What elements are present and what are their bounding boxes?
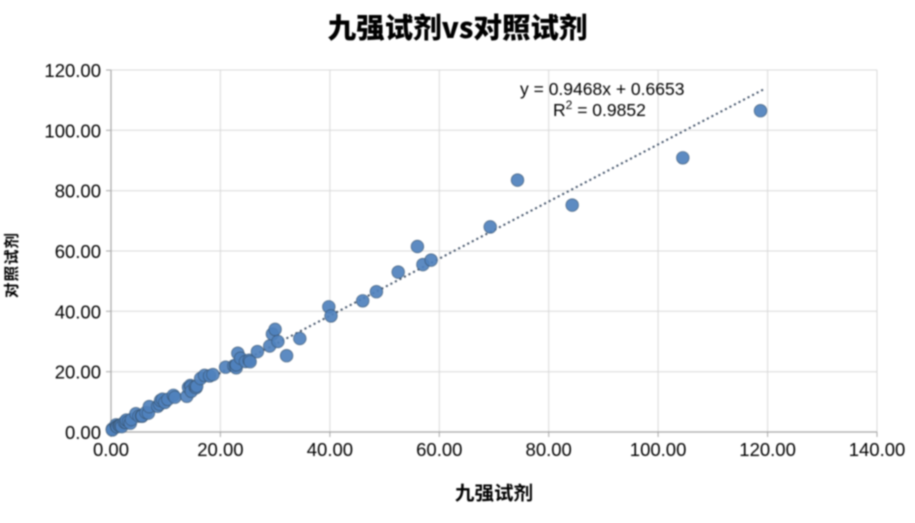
svg-text:60.00: 60.00	[55, 241, 101, 262]
svg-text:20.00: 20.00	[55, 362, 101, 383]
svg-text:120.00: 120.00	[44, 60, 101, 81]
svg-text:80.00: 80.00	[526, 439, 572, 460]
svg-text:20.00: 20.00	[197, 439, 243, 460]
svg-text:0.00: 0.00	[93, 439, 129, 460]
svg-text:九强试剂: 九强试剂	[455, 477, 533, 506]
svg-text:R2 = 0.9852: R2 = 0.9852	[553, 98, 646, 120]
svg-text:40.00: 40.00	[307, 439, 353, 460]
svg-text:120.00: 120.00	[739, 439, 796, 460]
svg-text:100.00: 100.00	[44, 120, 101, 141]
svg-text:y = 0.9468x + 0.6653: y = 0.9468x + 0.6653	[520, 79, 684, 99]
svg-text:140.00: 140.00	[849, 439, 906, 460]
svg-text:80.00: 80.00	[55, 181, 101, 202]
svg-text:40.00: 40.00	[55, 301, 101, 322]
svg-text:100.00: 100.00	[630, 439, 687, 460]
svg-text:60.00: 60.00	[416, 439, 462, 460]
